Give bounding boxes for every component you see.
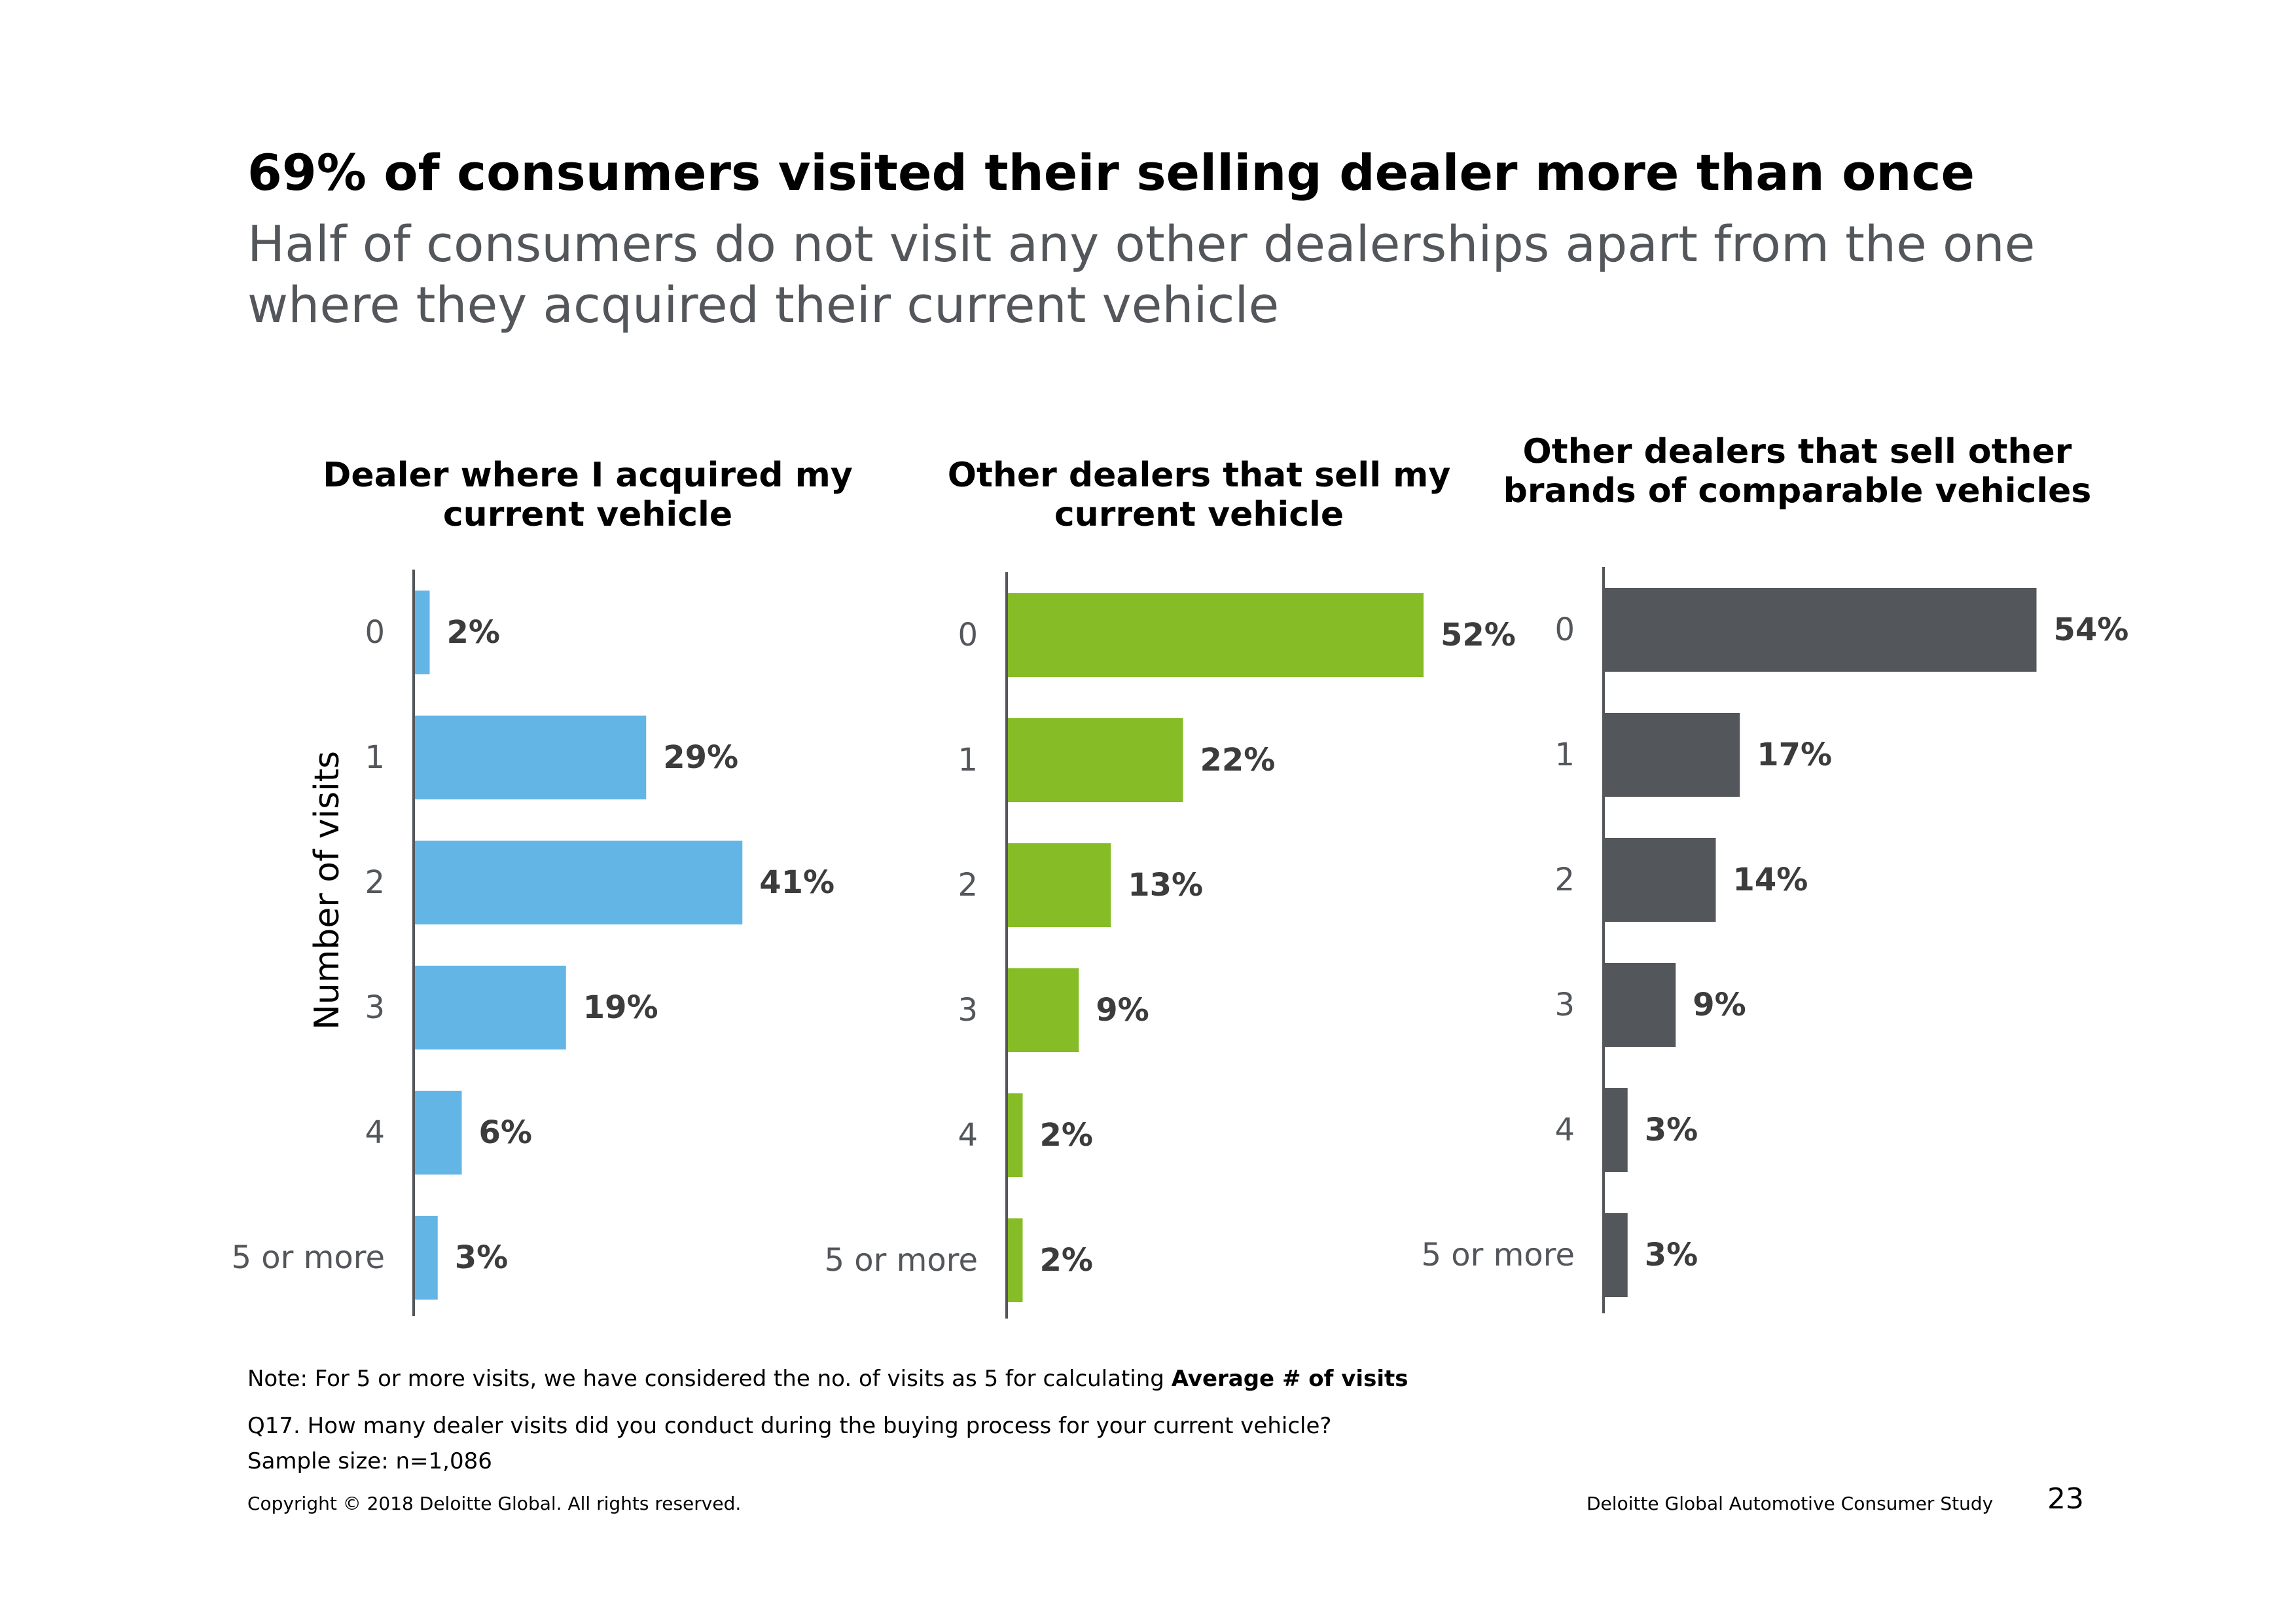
page-title: 69% of consumers visited their selling d… — [247, 143, 1975, 202]
survey-question: Q17. How many dealer visits did you cond… — [247, 1413, 1332, 1439]
category-label-2-5: 5 or more — [1422, 1237, 1575, 1273]
category-label-1-4: 4 — [958, 1117, 978, 1154]
note-bold-text: Average # of visits — [1171, 1366, 1408, 1392]
bar-0-0 — [414, 591, 430, 674]
value-label-1-1: 22% — [1200, 742, 1276, 778]
footnote: Note: For 5 or more visits, we have cons… — [247, 1366, 1408, 1392]
category-label-0-3: 3 — [365, 989, 385, 1026]
category-label-1-0: 0 — [958, 617, 978, 653]
value-label-1-2: 13% — [1128, 867, 1203, 903]
value-label-0-2: 41% — [759, 864, 834, 901]
bar-0-3 — [414, 966, 566, 1049]
category-label-2-2: 2 — [1554, 862, 1575, 898]
value-label-2-5: 3% — [1645, 1237, 1698, 1273]
value-label-0-0: 2% — [447, 614, 501, 651]
value-label-2-3: 9% — [1693, 987, 1746, 1023]
value-label-0-1: 29% — [663, 739, 738, 776]
value-label-2-1: 17% — [1757, 737, 1832, 773]
bar-2-1 — [1604, 713, 1740, 797]
bar-0-1 — [414, 716, 647, 799]
bar-2-5 — [1604, 1213, 1628, 1297]
category-label-1-2: 2 — [958, 867, 978, 903]
bar-0-2 — [414, 841, 743, 924]
bar-1-0 — [1007, 593, 1424, 677]
bar-1-5 — [1007, 1218, 1023, 1302]
category-label-1-3: 3 — [958, 992, 978, 1029]
value-label-0-5: 3% — [455, 1239, 509, 1276]
category-label-0-0: 0 — [365, 614, 385, 651]
category-label-2-3: 3 — [1554, 987, 1575, 1023]
category-label-2-4: 4 — [1554, 1112, 1575, 1148]
note-text: Note: For 5 or more visits, we have cons… — [247, 1366, 1172, 1392]
page-number: 23 — [2047, 1482, 2084, 1516]
bar-1-1 — [1007, 718, 1183, 802]
bar-2-3 — [1604, 963, 1676, 1047]
value-label-1-5: 2% — [1040, 1242, 1094, 1279]
value-label-2-2: 14% — [1733, 862, 1808, 898]
category-label-0-1: 1 — [365, 739, 385, 776]
copyright: Copyright © 2018 Deloitte Global. All ri… — [247, 1493, 742, 1514]
value-label-2-4: 3% — [1645, 1112, 1698, 1148]
bar-1-2 — [1007, 843, 1111, 927]
value-label-2-0: 54% — [2054, 611, 2129, 648]
category-label-2-1: 1 — [1554, 737, 1575, 773]
bar-2-2 — [1604, 838, 1716, 922]
category-label-0-5: 5 or more — [232, 1239, 386, 1276]
study-name: Deloitte Global Automotive Consumer Stud… — [1587, 1493, 1994, 1514]
bar-0-5 — [414, 1216, 438, 1300]
value-label-1-4: 2% — [1040, 1117, 1094, 1154]
value-label-1-3: 9% — [1096, 992, 1149, 1029]
category-label-1-1: 1 — [958, 742, 978, 778]
page-subtitle: Half of consumers do not visit any other… — [247, 215, 2036, 334]
value-label-1-0: 52% — [1441, 617, 1516, 653]
bar-2-0 — [1604, 588, 2037, 672]
bar-1-3 — [1007, 968, 1079, 1052]
chart-title-other-brands-dealers: Other dealers that sell other brands of … — [1503, 432, 2092, 511]
bar-2-4 — [1604, 1088, 1628, 1172]
category-label-0-2: 2 — [365, 864, 385, 901]
category-label-2-0: 0 — [1554, 611, 1575, 648]
sample-size: Sample size: n=1,086 — [247, 1448, 492, 1474]
value-label-0-3: 19% — [583, 989, 658, 1026]
value-label-0-4: 6% — [479, 1114, 533, 1151]
bar-0-4 — [414, 1091, 462, 1175]
category-label-1-5: 5 or more — [825, 1242, 978, 1279]
chart-title-selling-dealer: Dealer where I acquired my current vehic… — [323, 456, 853, 534]
category-label-0-4: 4 — [365, 1114, 385, 1151]
bar-1-4 — [1007, 1093, 1023, 1177]
chart-title-other-dealers-same-brand: Other dealers that sell my current vehic… — [947, 456, 1451, 534]
